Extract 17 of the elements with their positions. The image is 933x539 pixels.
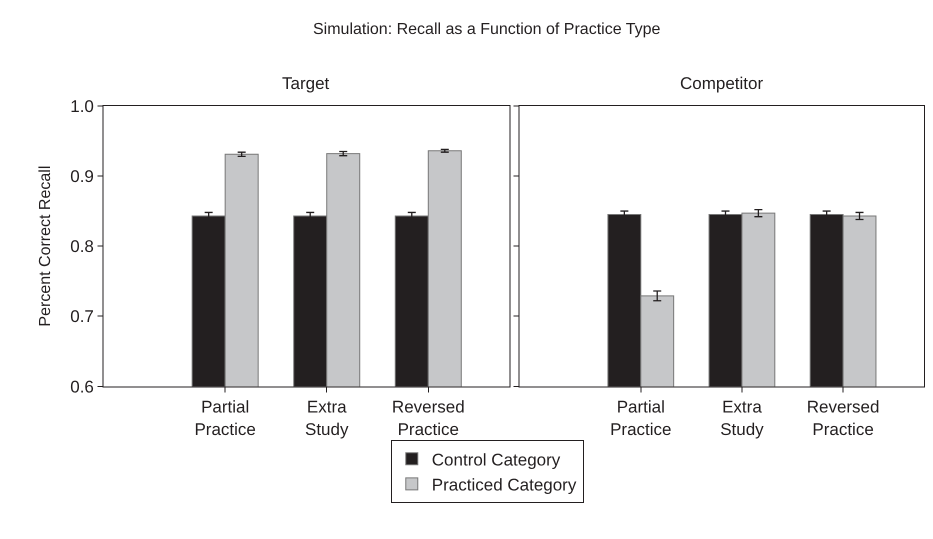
x-tick-label: Extra Study	[720, 398, 764, 439]
x-tick-label: Reversed Practice	[806, 398, 880, 439]
y-tick-label: 0.8	[70, 237, 94, 256]
x-tick-label: Extra Study	[304, 398, 349, 439]
legend-label: Practiced Category	[432, 475, 577, 494]
y-tick-label: 0.6	[70, 377, 94, 396]
chart-title: Simulation: Recall as a Function of Practice Type	[313, 21, 661, 38]
x-tick-label: Partial Practice	[194, 398, 256, 439]
y-tick-label: 0.9	[70, 166, 94, 186]
y-tick-label: 1.0	[70, 96, 94, 116]
chart-subtitle: Competitor	[680, 74, 764, 93]
y-axis-title: Percent Correct Recall	[37, 166, 54, 327]
chart-subtitle: Target	[282, 74, 330, 93]
legend-label: Control Category	[432, 450, 561, 470]
x-tick-label: Reversed Practice	[392, 398, 465, 439]
x-tick-label: Partial Practice	[610, 398, 672, 439]
y-tick-label: 0.7	[70, 307, 94, 326]
